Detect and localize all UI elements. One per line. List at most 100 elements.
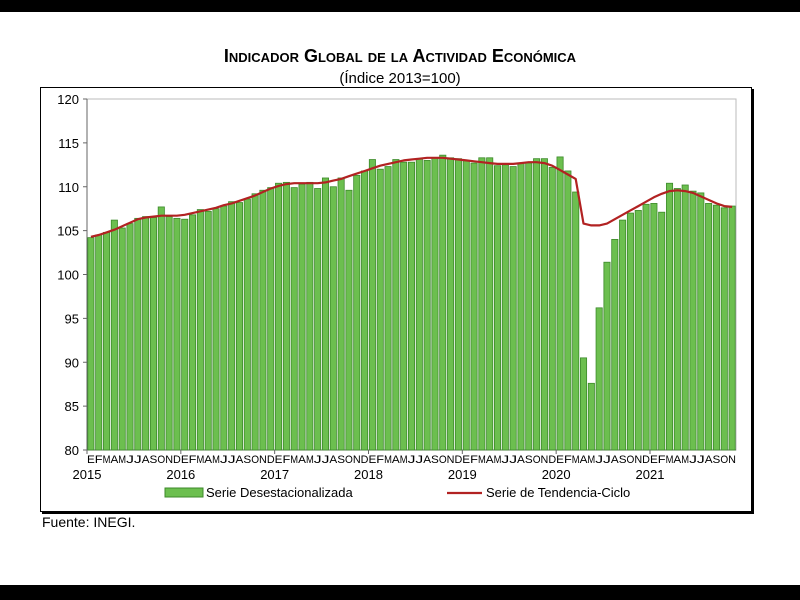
legend-label-trend: Serie de Tendencia-Ciclo	[486, 485, 630, 500]
month-label: M	[494, 454, 502, 466]
bar	[142, 216, 150, 451]
month-label: E	[181, 454, 189, 466]
bar	[540, 158, 548, 451]
month-label: S	[150, 454, 158, 466]
month-label: J	[228, 454, 236, 466]
month-label: D	[455, 454, 463, 466]
year-label: 2020	[542, 467, 571, 482]
chart-frame	[40, 87, 752, 512]
bar	[259, 189, 267, 451]
chart-title: Indicador Global de la Actividad Económi…	[223, 46, 577, 66]
bar	[392, 159, 400, 451]
year-label: 2021	[636, 467, 665, 482]
bar	[548, 167, 556, 451]
month-label: M	[478, 454, 486, 466]
month-label: J	[134, 454, 142, 466]
bar	[361, 170, 369, 451]
month-label: F	[282, 454, 290, 466]
month-label: N	[353, 454, 361, 466]
y-tick-label: 110	[58, 180, 79, 195]
month-label: S	[337, 454, 345, 466]
bar	[306, 181, 314, 451]
month-label: M	[400, 454, 408, 466]
bar	[204, 210, 212, 451]
y-tick-label: 80	[65, 443, 79, 458]
month-label: E	[275, 454, 283, 466]
bar	[314, 188, 322, 451]
month-label: A	[611, 454, 620, 466]
month-label: F	[564, 454, 572, 466]
bar	[181, 218, 189, 451]
month-label: D	[267, 454, 275, 466]
month-label: J	[415, 454, 423, 466]
bar	[658, 211, 666, 451]
bar	[525, 162, 533, 451]
bar	[282, 181, 290, 451]
month-label: M	[572, 454, 580, 466]
month-label: D	[548, 454, 556, 466]
bar	[642, 203, 650, 451]
month-label: E	[556, 454, 564, 466]
bar	[501, 164, 509, 451]
month-label: M	[666, 454, 674, 466]
bar	[611, 238, 619, 451]
month-label: M	[290, 454, 298, 466]
bar	[720, 207, 728, 451]
bar	[243, 198, 251, 451]
month-label: J	[322, 454, 330, 466]
bar	[681, 184, 689, 451]
month-label: J	[697, 454, 705, 466]
month-label: F	[95, 454, 103, 466]
bar	[400, 161, 408, 451]
month-label: M	[384, 454, 392, 466]
bar	[423, 160, 431, 451]
y-tick-label: 100	[57, 268, 79, 283]
month-label: A	[673, 454, 682, 466]
y-tick-label: 95	[65, 311, 79, 326]
month-label: E	[87, 454, 95, 466]
bar	[267, 187, 275, 451]
bar	[673, 188, 681, 451]
bar	[384, 166, 392, 451]
month-label: S	[431, 454, 439, 466]
month-label: N	[259, 454, 267, 466]
bar	[126, 223, 134, 451]
bar	[595, 307, 603, 451]
month-label: M	[118, 454, 126, 466]
month-label: J	[509, 454, 517, 466]
bar	[650, 203, 658, 451]
month-label: A	[486, 454, 495, 466]
month-label: J	[689, 454, 697, 466]
month-label: N	[541, 454, 549, 466]
bar	[556, 156, 564, 451]
month-label: J	[126, 454, 134, 466]
month-label: O	[720, 454, 728, 466]
bar	[447, 157, 455, 451]
month-label: A	[705, 454, 714, 466]
bar	[353, 174, 361, 451]
bar	[251, 193, 259, 451]
bar	[634, 210, 642, 451]
bar	[321, 177, 329, 451]
bar	[95, 234, 103, 451]
bar	[337, 177, 345, 451]
bar	[118, 227, 126, 451]
bar	[728, 205, 736, 451]
month-label: O	[345, 454, 353, 466]
month-label: N	[634, 454, 642, 466]
month-label: S	[525, 454, 533, 466]
month-label: F	[470, 454, 478, 466]
month-label: O	[251, 454, 259, 466]
month-label: M	[103, 454, 111, 466]
month-label: E	[368, 454, 376, 466]
bar	[572, 191, 580, 451]
month-label: A	[298, 454, 307, 466]
month-label: J	[314, 454, 322, 466]
bar	[454, 158, 462, 451]
bar	[564, 170, 572, 451]
bar	[415, 158, 423, 451]
bar	[580, 357, 588, 451]
y-tick-label: 120	[57, 92, 79, 107]
bar	[486, 157, 494, 451]
